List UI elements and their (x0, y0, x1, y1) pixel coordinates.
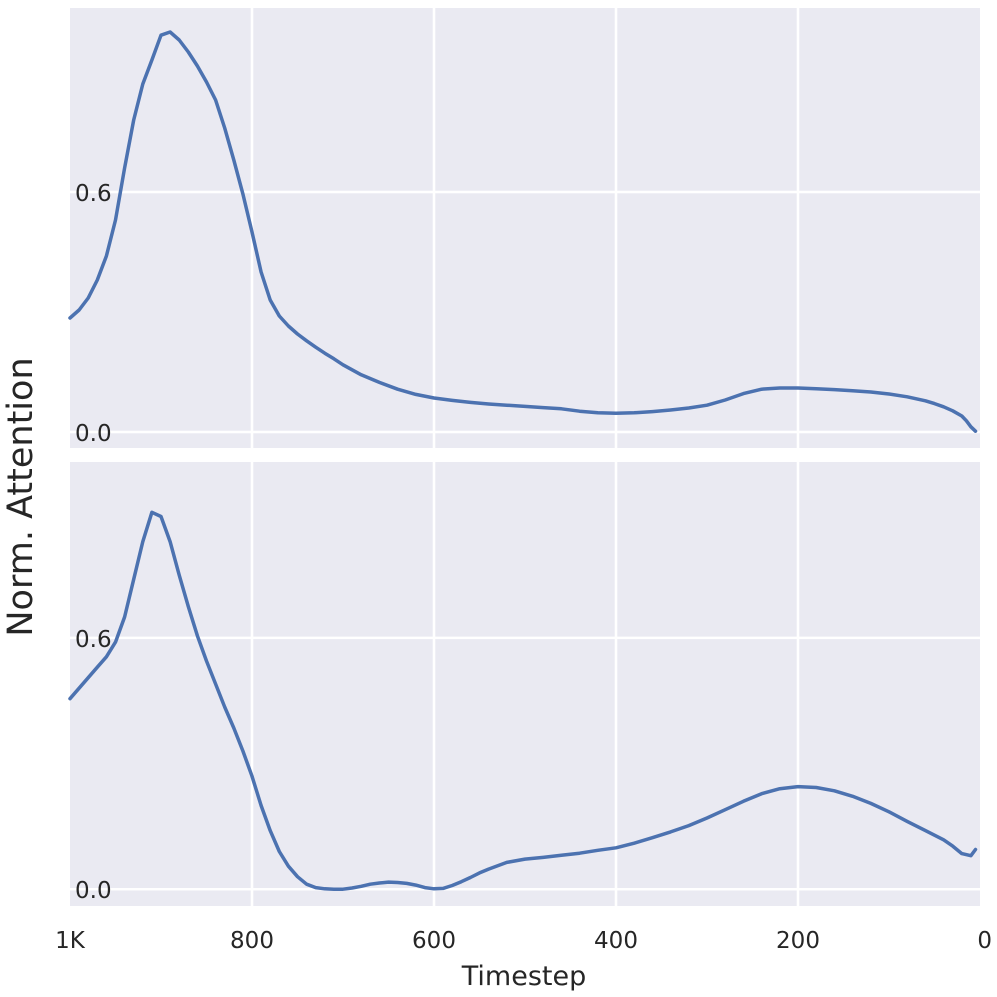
panel-2: 0.0 0.6 (68, 462, 980, 906)
y-tick-label: 0.0 (75, 421, 112, 447)
y-tick-label: 0.6 (75, 181, 112, 207)
x-tick-label: 600 (412, 928, 456, 954)
panel-background (70, 8, 980, 448)
series-line (68, 30, 978, 433)
y-tick-label: 0.0 (75, 878, 112, 904)
series-line (68, 510, 978, 891)
y-tick-label: 0.6 (75, 627, 112, 653)
panel-background (70, 462, 980, 906)
x-tick-label: 400 (594, 928, 638, 954)
panel-1: 0.0 0.6 (68, 8, 980, 448)
x-tick-label: 0 (977, 928, 992, 954)
x-tick-label: 200 (776, 928, 820, 954)
x-axis-label: Timestep (461, 961, 586, 992)
x-tick-label: 800 (230, 928, 274, 954)
y-axis-label: Norm. Attention (1, 357, 41, 636)
x-tick-label: 1K (55, 928, 86, 954)
